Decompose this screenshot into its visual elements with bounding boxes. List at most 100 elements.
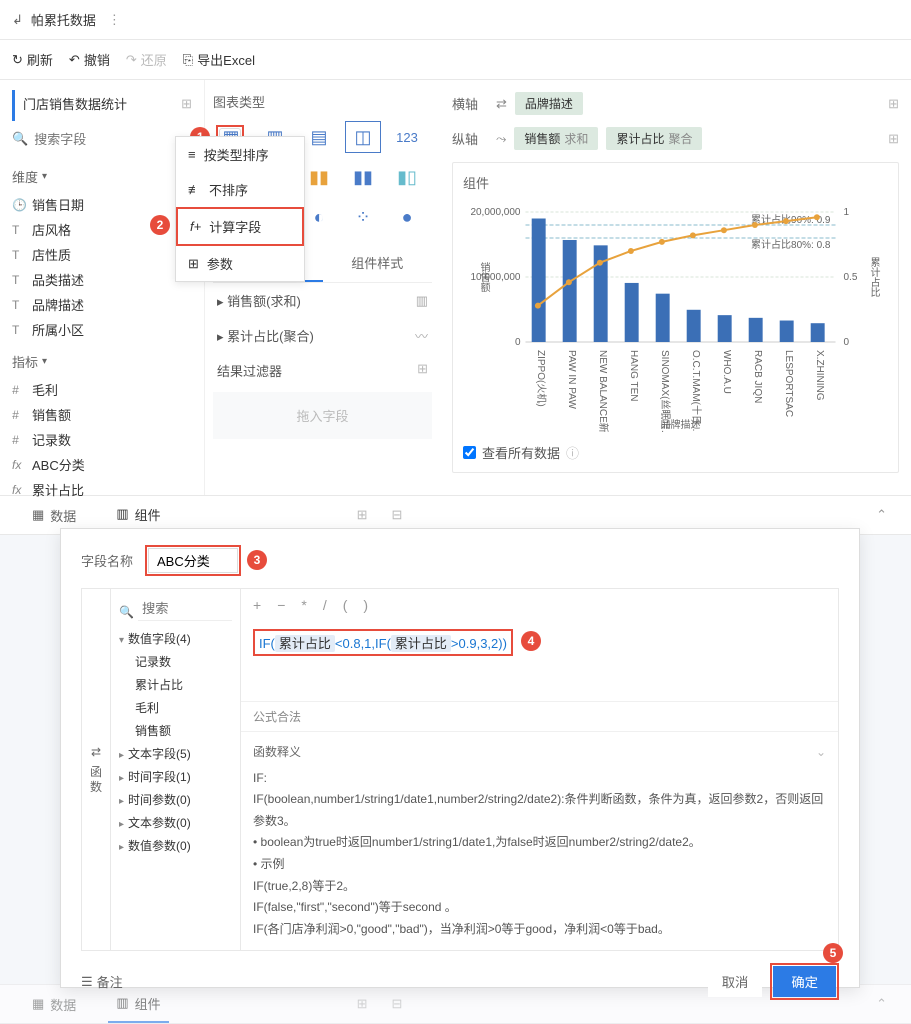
field-ref: 累计占比	[275, 635, 335, 652]
ct-bar3[interactable]: ▮▮	[301, 161, 337, 193]
func-tab[interactable]: ⇄ 函数	[81, 588, 111, 951]
op-lparen[interactable]: (	[343, 597, 348, 613]
filter-label: 结果过滤器	[217, 361, 282, 380]
dd-params[interactable]: ⊞ 参数	[176, 246, 304, 281]
h-axis-config[interactable]: ⊞	[888, 96, 899, 112]
tab-component-style[interactable]: 组件样式	[323, 245, 433, 282]
tree-search[interactable]	[138, 597, 232, 621]
tree-time-params[interactable]: 时间参数(0)	[119, 788, 232, 811]
v-axis-config[interactable]: ⊞	[888, 131, 899, 147]
toolbar: ↻ 刷新 ↶ 撤销 ↷ 还原 ⎘ 导出Excel	[0, 40, 911, 80]
export-button[interactable]: ⎘ 导出Excel	[183, 50, 255, 69]
formula-panel: + − * / ( ) IF(累计占比<0.8,1,IF(累计占比>0.9,3,…	[241, 588, 839, 951]
dim-item[interactable]: 🕒销售日期	[12, 192, 192, 217]
tree-text-params[interactable]: 文本参数(0)	[119, 811, 232, 834]
svg-text:累计占比80%: 0.8: 累计占比80%: 0.8	[751, 238, 831, 251]
field-dropdown: ≡ 按类型排序 ≢ 不排序 f+ 计算字段 2 ⊞ 参数	[175, 136, 305, 282]
ct-bar4[interactable]: ▮▮	[345, 161, 381, 193]
metric-item[interactable]: #毛利	[12, 377, 192, 402]
metric-item[interactable]: #销售额	[12, 402, 192, 427]
collapse-icon[interactable]: ⌃	[876, 507, 887, 523]
tree-item[interactable]: 毛利	[119, 696, 232, 719]
dd-calc-field[interactable]: f+ 计算字段 2	[176, 207, 304, 246]
redo-button[interactable]: ↷ 还原	[126, 50, 167, 69]
chart-container: 组件 累计占比90%: 0.9累计占比80%: 0.820,000,00010,…	[452, 162, 899, 473]
svg-text:品牌描述: 品牌描述	[661, 418, 701, 431]
callout-2: 2	[150, 215, 170, 235]
svg-text:NEW BALANCE新…: NEW BALANCE新…	[597, 350, 610, 432]
dimension-header[interactable]: 维度 ▾	[12, 167, 192, 186]
remark-button[interactable]: ☰ 备注	[81, 972, 123, 991]
field-ref: 累计占比	[391, 635, 451, 652]
func-tab-label: 函数	[86, 765, 106, 794]
op-rparen[interactable]: )	[363, 597, 368, 613]
formula-editor[interactable]: IF(累计占比<0.8,1,IF(累计占比>0.9,3,2)) 4	[241, 621, 838, 701]
metric-item[interactable]: #记录数	[12, 427, 192, 452]
v-axis-pill2[interactable]: 累计占比聚合	[606, 127, 702, 150]
metric-label: 指标	[12, 352, 38, 371]
op-minus[interactable]: −	[277, 597, 285, 613]
dd-label: 计算字段	[209, 217, 261, 236]
op-plus[interactable]: +	[253, 597, 261, 613]
h-axis-pill[interactable]: 品牌描述	[515, 92, 583, 115]
field-search[interactable]: 🔍 ⋯ 1	[12, 121, 192, 157]
cancel-button[interactable]: 取消	[708, 966, 763, 997]
tree-item[interactable]: 销售额	[119, 719, 232, 742]
ct-bubble[interactable]: ●	[389, 201, 425, 233]
tab-label: 数据	[50, 506, 76, 525]
filter-icon[interactable]: ⊞	[417, 361, 428, 380]
svg-text:WHO.A.U: WHO.A.U	[721, 350, 732, 394]
op-div[interactable]: /	[323, 597, 327, 613]
refresh-button[interactable]: ↻ 刷新	[12, 50, 53, 69]
dim-item[interactable]: T品类描述	[12, 267, 192, 292]
dd-no-sort[interactable]: ≢ 不排序	[176, 172, 304, 207]
dim-item[interactable]: T店性质	[12, 242, 192, 267]
op-mult[interactable]: *	[301, 597, 306, 613]
ct-custom[interactable]: ◫	[345, 121, 381, 153]
dd-sort-type[interactable]: ≡ 按类型排序	[176, 137, 304, 172]
info-icon[interactable]: ⓘ	[566, 443, 579, 462]
dd-label: 参数	[207, 254, 233, 273]
view-all-checkbox[interactable]	[463, 446, 476, 459]
tree-text-fields[interactable]: 文本字段(5)	[119, 742, 232, 765]
more-icon[interactable]: ⋮	[108, 12, 121, 28]
tree-item[interactable]: 记录数	[119, 650, 232, 673]
undo-button[interactable]: ↶ 撤销	[69, 50, 110, 69]
pill-sub: 聚合	[668, 130, 692, 147]
tree-num-fields[interactable]: 数值字段(4)	[119, 627, 232, 650]
dim-item[interactable]: T品牌描述	[12, 292, 192, 317]
back-icon[interactable]: ↲	[12, 12, 23, 28]
metric-item[interactable]: fxABC分类	[12, 452, 192, 477]
tab-icon1[interactable]: ⊞	[357, 507, 368, 523]
tab-label: 组件	[135, 505, 161, 524]
h-axis-icon[interactable]: ⇄	[496, 96, 507, 112]
tree-item[interactable]: 累计占比	[119, 673, 232, 696]
metric-header[interactable]: 指标 ▾	[12, 352, 192, 371]
v-axis-icon[interactable]: ⤳	[496, 131, 506, 147]
redo-label: 还原	[141, 50, 167, 69]
chevron-down-icon[interactable]: ⌄	[816, 742, 826, 764]
link-icon[interactable]: ⊞	[181, 96, 192, 112]
swap-icon: ⇄	[91, 745, 101, 759]
ct-bar5[interactable]: ▮▯	[389, 161, 425, 193]
prop-cumul[interactable]: ▸ 累计占比(聚合)〰	[213, 318, 432, 353]
ct-pie[interactable]: ◐	[301, 201, 337, 233]
pill-label: 销售额	[524, 130, 560, 147]
prop-sales[interactable]: ▸ 销售额(求和)▥	[213, 283, 432, 318]
v-axis-row: 纵轴 ⤳ 销售额求和 累计占比聚合 ⊞	[452, 127, 899, 150]
v-axis-pill1[interactable]: 销售额求和	[514, 127, 598, 150]
formula-status: 公式合法	[241, 701, 838, 731]
dim-item[interactable]: T所属小区	[12, 317, 192, 342]
ct-table3[interactable]: ▤	[301, 121, 337, 153]
ct-scatter[interactable]: ⁘	[345, 201, 381, 233]
tab-icon2[interactable]: ⊟	[392, 507, 403, 523]
filter-dropzone[interactable]: 拖入字段	[213, 392, 432, 439]
ct-number[interactable]: 123	[389, 121, 425, 153]
field-name-input[interactable]	[148, 548, 238, 573]
line-icon: 〰	[415, 326, 428, 345]
sidebar-header: 门店销售数据统计 ⊞	[12, 90, 192, 121]
tree-time-fields[interactable]: 时间字段(1)	[119, 765, 232, 788]
ok-button[interactable]: 确定	[773, 966, 836, 997]
help-body: IF: IF(boolean,number1/string1/date1,num…	[253, 768, 826, 941]
tree-num-params[interactable]: 数值参数(0)	[119, 834, 232, 857]
